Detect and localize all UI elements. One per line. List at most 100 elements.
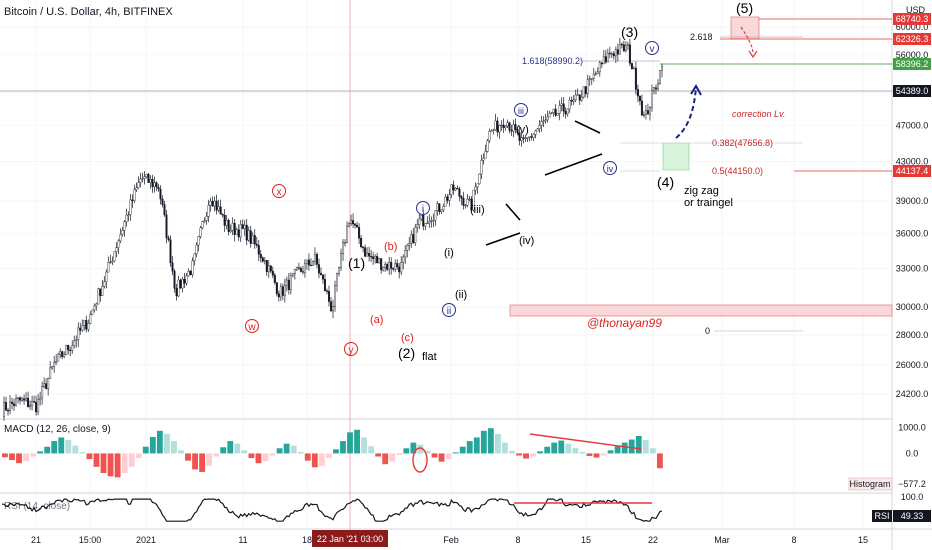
candle-body bbox=[542, 120, 545, 122]
bounce-projection-arrow[interactable] bbox=[675, 87, 697, 139]
candle-body bbox=[189, 270, 192, 275]
candle-body bbox=[486, 140, 489, 152]
reversal-arrow-head bbox=[748, 50, 758, 59]
candle-body bbox=[334, 285, 337, 307]
candle-body bbox=[57, 353, 60, 362]
rsi-title[interactable]: RSI (14, close) bbox=[4, 501, 70, 512]
bounce-arrow-head bbox=[690, 84, 702, 96]
candle-body bbox=[518, 132, 521, 141]
macd-bar bbox=[304, 453, 311, 461]
macd-bar bbox=[23, 453, 29, 462]
candle-body bbox=[354, 223, 357, 226]
macd-bar bbox=[86, 453, 93, 460]
candle-body bbox=[646, 110, 649, 115]
candle-body bbox=[133, 189, 136, 201]
candle-body bbox=[406, 245, 409, 251]
candle-body bbox=[450, 184, 453, 196]
candle-body bbox=[658, 70, 661, 85]
candle-body bbox=[332, 306, 335, 312]
horizontal-zone-30k[interactable] bbox=[509, 304, 893, 317]
candle-body bbox=[556, 112, 559, 116]
candle-body bbox=[7, 410, 10, 412]
candle-body bbox=[506, 122, 509, 127]
macd-bar bbox=[558, 440, 565, 454]
candle-body bbox=[239, 224, 242, 238]
macd-cross-circle[interactable] bbox=[412, 447, 428, 473]
reversal-arrow[interactable] bbox=[740, 26, 754, 55]
time-axis[interactable]: 21 15:00 2021 11 18 Feb 8 15 22 Mar 8 15 bbox=[31, 535, 868, 545]
candle-body bbox=[9, 401, 12, 411]
candle-body bbox=[89, 314, 92, 324]
wave-iv-upper-line[interactable] bbox=[505, 203, 521, 221]
macd-bar bbox=[368, 446, 375, 454]
wave4-target-box[interactable] bbox=[662, 142, 690, 171]
macd-bar bbox=[142, 446, 149, 454]
candle-body bbox=[263, 260, 266, 262]
candle-body bbox=[536, 128, 539, 132]
macd-bar bbox=[410, 442, 417, 454]
macd-tick-label: 0.0 bbox=[906, 448, 919, 458]
candle-body bbox=[418, 218, 421, 225]
candle-body bbox=[462, 197, 465, 206]
wave-w-marker: w bbox=[245, 319, 259, 333]
macd-bar bbox=[333, 449, 339, 454]
candle-body bbox=[496, 120, 499, 133]
candle-body bbox=[386, 264, 389, 270]
candle-body bbox=[37, 399, 40, 413]
candle-body bbox=[121, 229, 124, 235]
candle-body bbox=[372, 256, 375, 259]
candle-body bbox=[271, 270, 274, 276]
macd-bar bbox=[523, 453, 529, 459]
candle-body bbox=[598, 62, 601, 73]
macd-bar bbox=[572, 447, 579, 454]
candle-body bbox=[582, 86, 585, 98]
candle-body bbox=[616, 49, 619, 55]
triangle-upper-line[interactable] bbox=[574, 120, 601, 134]
candle-body bbox=[171, 262, 174, 272]
candle-body bbox=[69, 349, 72, 352]
candle-body bbox=[522, 137, 525, 139]
price-tick-label: 43000.0 bbox=[896, 157, 929, 167]
candle-body bbox=[127, 214, 130, 216]
candle-body bbox=[323, 279, 326, 291]
candle-body bbox=[53, 362, 56, 367]
wave-5-label: (5) bbox=[736, 0, 753, 16]
candle-body bbox=[502, 124, 505, 128]
candle-body bbox=[159, 188, 162, 200]
candle-body bbox=[35, 402, 38, 413]
candle-body bbox=[508, 122, 511, 131]
candle-body bbox=[199, 227, 202, 237]
macd-bar bbox=[480, 430, 487, 454]
candle-body bbox=[23, 398, 26, 401]
candle-body bbox=[155, 182, 158, 188]
candle-body bbox=[426, 222, 429, 225]
macd-bar bbox=[642, 440, 649, 454]
candle-body bbox=[291, 273, 294, 276]
wave-iv-lower-line[interactable] bbox=[485, 232, 521, 246]
candle-body bbox=[400, 262, 403, 273]
target-box-5[interactable] bbox=[730, 16, 760, 40]
candle-body bbox=[259, 254, 262, 259]
candle-body bbox=[257, 245, 260, 255]
candle-body bbox=[267, 265, 270, 272]
macd-title[interactable]: MACD (12, 26, close, 9) bbox=[4, 424, 111, 435]
symbol-title[interactable]: Bitcoin / U.S. Dollar, 4h, BITFINEX bbox=[4, 6, 173, 18]
candle-body bbox=[412, 234, 415, 243]
candle-body bbox=[327, 291, 330, 302]
candle-body bbox=[19, 397, 22, 401]
candle-body bbox=[644, 110, 647, 115]
candle-body bbox=[273, 274, 276, 283]
triangle-lower-line[interactable] bbox=[544, 153, 603, 176]
candle-body bbox=[165, 214, 168, 238]
time-tick-label: 2021 bbox=[136, 535, 156, 545]
time-tick-label: 18 bbox=[302, 535, 312, 545]
candle-body bbox=[315, 254, 318, 265]
candle-body bbox=[173, 270, 176, 289]
macd-divergence-line[interactable] bbox=[529, 433, 642, 450]
candle-body bbox=[620, 43, 623, 46]
candle-body bbox=[648, 107, 651, 115]
wave-i-paren: (i) bbox=[444, 247, 454, 259]
macd-bar bbox=[459, 446, 466, 454]
candle-body bbox=[410, 234, 413, 244]
